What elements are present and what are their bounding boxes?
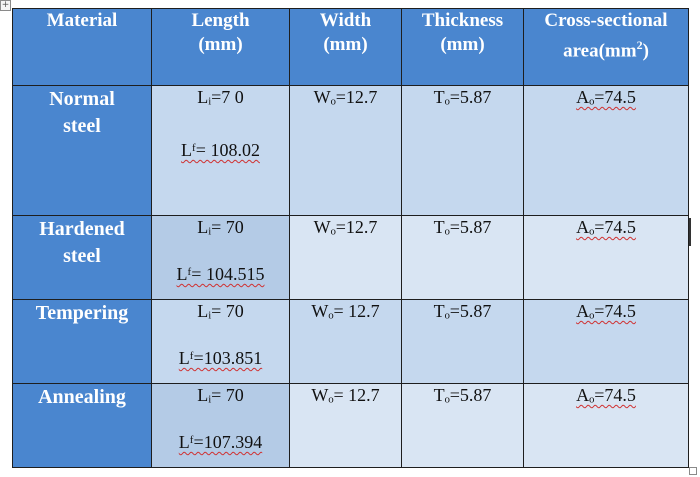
width-cell: Wₒ= 12.7 (289, 299, 402, 384)
header-thickness-unit: (mm) (440, 34, 485, 55)
length-cell: Lᵢ= 70 Lᶠ=103.851 (151, 299, 290, 384)
area-value: Aₒ=74.5 (576, 385, 636, 405)
width-cell: Wₒ= 12.7 (289, 383, 402, 468)
table-row: Tempering Lᵢ= 70 Lᶠ=103.851 Wₒ= 12.7 Tₒ=… (12, 299, 689, 384)
width-value: Wₒ=12.7 (313, 87, 378, 107)
length-cell: Lᵢ= 70 Lᶠ=107.394 (151, 383, 290, 468)
material-table: Material Length (mm) Width (mm) Thicknes… (12, 8, 689, 468)
length-final-value: Lᶠ=107.394 (178, 432, 263, 452)
width-value: Wₒ=12.7 (313, 217, 378, 237)
material-name: Tempering (35, 302, 129, 324)
thickness-value: Tₒ=5.87 (433, 301, 492, 321)
table-row: Normal steel Lᵢ=7 0 Lᶠ= 108.02 Wₒ=12.7 T… (12, 85, 689, 216)
material-cell: Normal steel (12, 85, 152, 216)
thickness-value: Tₒ=5.87 (433, 385, 492, 405)
header-material-label: Material (46, 10, 118, 31)
material-cell: Hardened steel (12, 215, 152, 300)
header-length: Length (mm) (151, 8, 290, 86)
header-area: Cross-sectional area(mm2) (523, 8, 689, 86)
material-name-line2: steel (63, 115, 101, 137)
material-name-line2: steel (63, 245, 101, 267)
area-cell: Aₒ=74.5 (523, 299, 689, 384)
header-length-unit: (mm) (198, 34, 243, 55)
thickness-value: Tₒ=5.87 (433, 217, 492, 237)
material-name: Annealing (38, 386, 126, 408)
header-width-label: Width (319, 10, 372, 31)
thickness-cell: Tₒ=5.87 (401, 215, 524, 300)
table-row: Hardened steel Lᵢ= 70 Lᶠ= 104.515 Wₒ=12.… (12, 215, 689, 300)
header-area-unit: area(mm (563, 40, 637, 62)
length-initial-value: Lᵢ=7 0 (197, 87, 244, 107)
width-cell: Wₒ=12.7 (289, 215, 402, 300)
area-value: Aₒ=74.5 (576, 301, 636, 321)
material-name: Normal (49, 88, 115, 110)
header-area-close-paren: ) (642, 40, 649, 62)
table-resize-handle-icon[interactable] (689, 467, 697, 475)
header-material: Material (12, 8, 152, 86)
header-area-label: Cross-sectional (544, 10, 668, 31)
thickness-value: Tₒ=5.87 (433, 87, 492, 107)
length-cell: Lᵢ= 70 Lᶠ= 104.515 (151, 215, 290, 300)
header-thickness-label: Thickness (421, 10, 504, 31)
thickness-cell: Tₒ=5.87 (401, 85, 524, 216)
header-row: Material Length (mm) Width (mm) Thicknes… (12, 8, 689, 86)
header-thickness: Thickness (mm) (401, 8, 524, 86)
table-move-handle-icon[interactable]: + (0, 0, 11, 11)
width-value: Wₒ= 12.7 (311, 385, 380, 405)
length-initial-value: Lᵢ= 70 (197, 217, 244, 237)
area-cell: Aₒ=74.5 (523, 383, 689, 468)
text-cursor-mark (689, 218, 691, 246)
header-width-unit: (mm) (323, 34, 368, 55)
length-final-value: Lᶠ= 108.02 (181, 140, 260, 160)
area-value: Aₒ=74.5 (576, 87, 636, 107)
thickness-cell: Tₒ=5.87 (401, 383, 524, 468)
thickness-cell: Tₒ=5.87 (401, 299, 524, 384)
header-length-label: Length (191, 10, 250, 31)
material-cell: Annealing (12, 383, 152, 468)
length-initial-value: Lᵢ= 70 (197, 301, 244, 321)
header-width: Width (mm) (289, 8, 402, 86)
width-cell: Wₒ=12.7 (289, 85, 402, 216)
length-final-value: Lᶠ= 104.515 (176, 264, 265, 284)
length-cell: Lᵢ=7 0 Lᶠ= 108.02 (151, 85, 290, 216)
area-value: Aₒ=74.5 (576, 217, 636, 237)
material-cell: Tempering (12, 299, 152, 384)
area-cell: Aₒ=74.5 (523, 215, 689, 300)
header-area-superscript: 2 (636, 38, 643, 52)
length-final-value: Lᶠ=103.851 (178, 348, 263, 368)
length-initial-value: Lᵢ= 70 (197, 385, 244, 405)
material-name: Hardened (39, 218, 125, 240)
area-cell: Aₒ=74.5 (523, 85, 689, 216)
width-value: Wₒ= 12.7 (311, 301, 380, 321)
table-row: Annealing Lᵢ= 70 Lᶠ=107.394 Wₒ= 12.7 Tₒ=… (12, 383, 689, 468)
